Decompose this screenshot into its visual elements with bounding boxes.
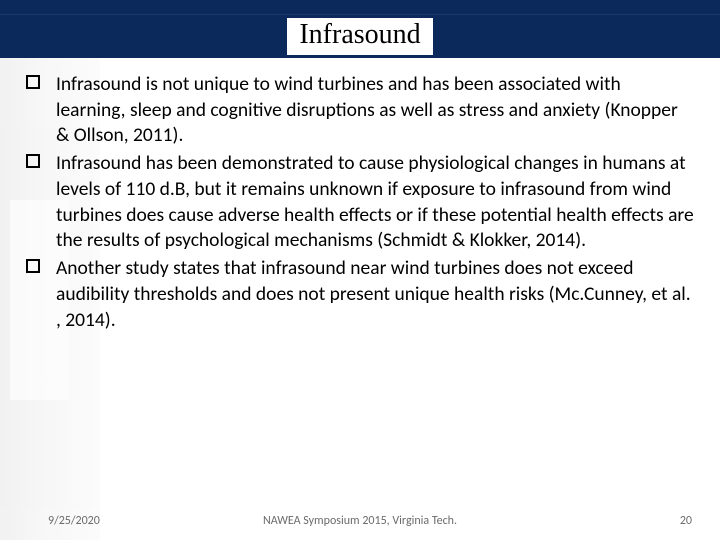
slide: Infrasound Infrasound is not unique to w… bbox=[0, 0, 720, 540]
checkbox-icon bbox=[26, 75, 40, 89]
footer-date: 9/25/2020 bbox=[48, 514, 100, 528]
list-item: Infrasound has been demonstrated to caus… bbox=[26, 151, 694, 254]
bullet-list: Infrasound is not unique to wind turbine… bbox=[26, 72, 694, 333]
content-area: Infrasound is not unique to wind turbine… bbox=[26, 72, 694, 335]
title-bar: Infrasound bbox=[0, 14, 720, 58]
checkbox-icon bbox=[26, 154, 40, 168]
bullet-text: Infrasound has been demonstrated to caus… bbox=[56, 151, 694, 252]
checkbox-icon bbox=[26, 259, 40, 273]
bullet-text: Another study states that infrasound nea… bbox=[56, 256, 691, 331]
footer: 9/25/2020 NAWEA Symposium 2015, Virginia… bbox=[0, 514, 720, 528]
footer-center: NAWEA Symposium 2015, Virginia Tech. bbox=[263, 514, 457, 528]
list-item: Infrasound is not unique to wind turbine… bbox=[26, 72, 694, 149]
list-item: Another study states that infrasound nea… bbox=[26, 256, 694, 333]
footer-page-number: 20 bbox=[680, 514, 692, 528]
bullet-text: Infrasound is not unique to wind turbine… bbox=[56, 72, 678, 147]
top-strip bbox=[0, 0, 720, 14]
slide-title: Infrasound bbox=[287, 18, 432, 55]
